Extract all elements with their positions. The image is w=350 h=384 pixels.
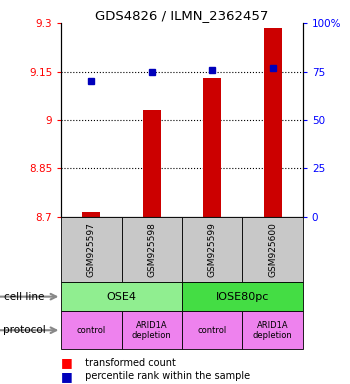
Text: protocol: protocol [4, 325, 46, 335]
Text: GSM925599: GSM925599 [208, 222, 217, 277]
Bar [122, 217, 182, 282]
Text: cell line: cell line [4, 291, 44, 302]
Text: GSM925597: GSM925597 [87, 222, 96, 277]
Bar [242, 311, 303, 349]
Bar [264, 28, 282, 217]
Text: ■: ■ [61, 370, 73, 383]
Bar [122, 311, 182, 349]
Bar [143, 110, 161, 217]
Text: ARID1A
depletion: ARID1A depletion [132, 321, 172, 340]
Bar [61, 217, 122, 282]
Text: transformed count: transformed count [82, 358, 176, 368]
Text: IOSE80pc: IOSE80pc [216, 291, 269, 302]
Text: control: control [77, 326, 106, 335]
Bar [242, 217, 303, 282]
Text: GSM925598: GSM925598 [147, 222, 156, 277]
Text: percentile rank within the sample: percentile rank within the sample [82, 371, 250, 381]
Bar [182, 311, 242, 349]
Bar [182, 217, 242, 282]
Text: ■: ■ [61, 356, 73, 369]
Bar [61, 311, 122, 349]
Text: control: control [197, 326, 227, 335]
Text: GSM925600: GSM925600 [268, 222, 277, 277]
Title: GDS4826 / ILMN_2362457: GDS4826 / ILMN_2362457 [95, 9, 269, 22]
Text: OSE4: OSE4 [107, 291, 136, 302]
Bar [203, 78, 221, 217]
Bar [82, 212, 100, 217]
Text: ARID1A
depletion: ARID1A depletion [253, 321, 293, 340]
Bar [182, 282, 303, 311]
Bar [61, 282, 182, 311]
